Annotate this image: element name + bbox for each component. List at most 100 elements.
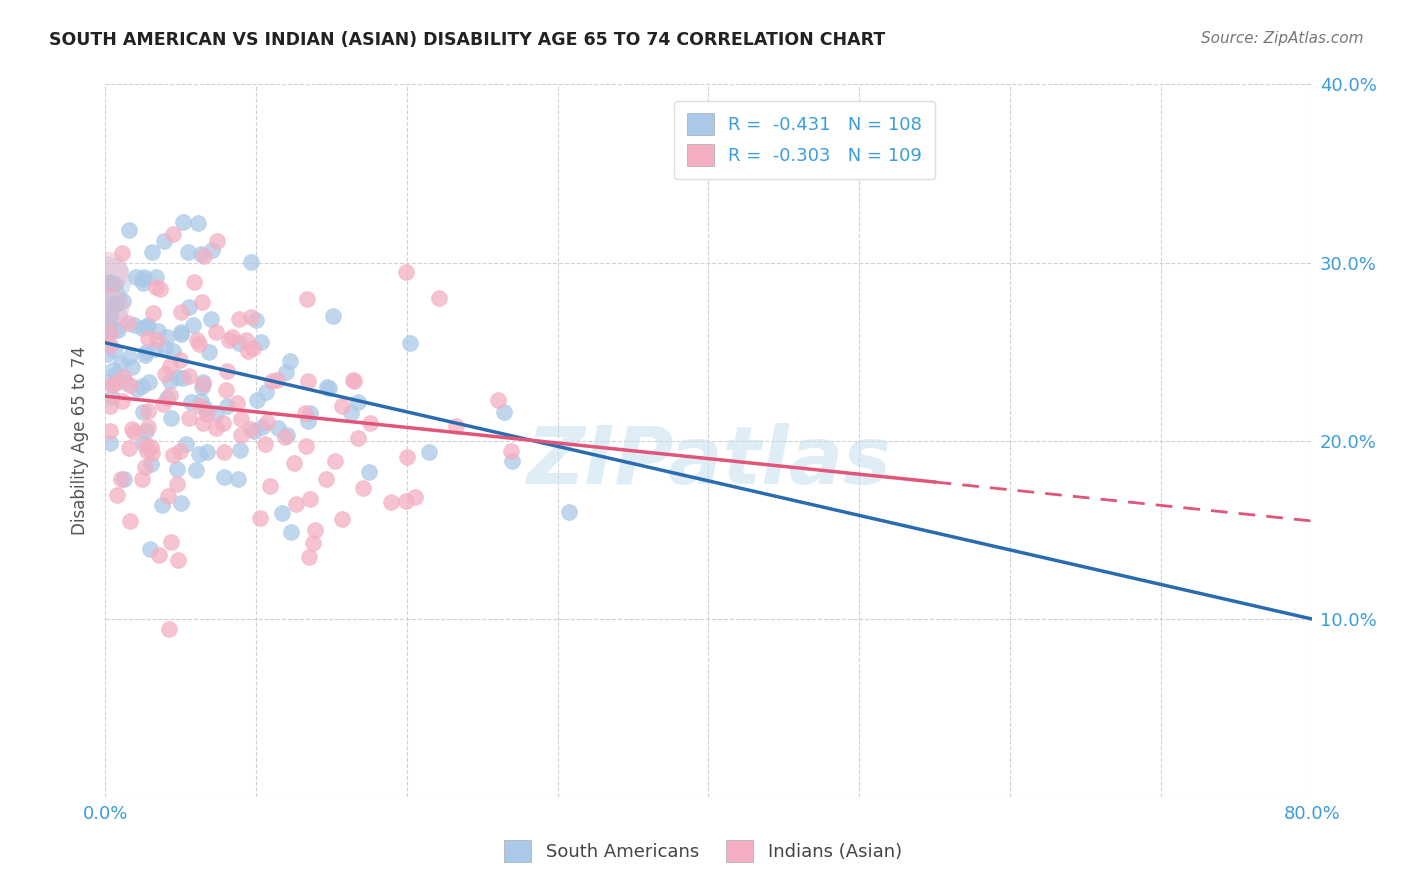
Point (332, 511, 354, 525)
Point (141, 446, 163, 460)
Point (121, 359, 143, 374)
Point (170, 496, 193, 510)
Point (177, 245, 200, 260)
Point (294, 440, 316, 454)
Point (104, 367, 127, 381)
Point (118, 441, 141, 455)
Point (205, 325, 228, 339)
Point (159, 359, 181, 373)
Point (118, 378, 141, 392)
Point (304, 523, 326, 537)
Point (135, 438, 157, 452)
Point (395, 494, 418, 508)
Point (146, 333, 169, 347)
Point (134, 460, 156, 475)
Point (157, 489, 180, 503)
Point (162, 448, 184, 462)
Point (162, 344, 184, 359)
Point (205, 234, 228, 248)
Point (181, 318, 204, 332)
Point (201, 244, 224, 258)
Point (174, 437, 197, 451)
Point (214, 383, 236, 397)
Point (229, 427, 252, 442)
Point (124, 318, 146, 332)
Point (170, 326, 193, 341)
Y-axis label: Disability Age 65 to 74: Disability Age 65 to 74 (72, 346, 89, 535)
Point (146, 324, 169, 338)
Point (298, 491, 321, 506)
Point (195, 445, 218, 459)
Point (132, 269, 155, 284)
Point (97, 300, 120, 314)
Point (162, 227, 184, 241)
Point (104, 297, 127, 311)
Point (98, 312, 121, 326)
Point (136, 318, 159, 333)
Point (149, 282, 172, 296)
Point (357, 465, 380, 479)
Point (96, 273, 118, 287)
Point (315, 472, 337, 486)
Point (98, 324, 121, 338)
Point (342, 373, 364, 387)
Point (193, 417, 215, 431)
Point (218, 333, 240, 347)
Point (486, 393, 509, 408)
Point (298, 549, 321, 564)
Point (229, 411, 252, 425)
Point (111, 369, 134, 384)
Point (101, 390, 124, 404)
Point (427, 292, 450, 306)
Point (180, 395, 202, 409)
Text: SOUTH AMERICAN VS INDIAN (ASIAN) DISABILITY AGE 65 TO 74 CORRELATION CHART: SOUTH AMERICAN VS INDIAN (ASIAN) DISABIL… (49, 31, 886, 49)
Point (188, 399, 211, 413)
Point (205, 406, 228, 420)
Point (186, 463, 208, 477)
Point (160, 535, 183, 549)
Legend: South Americans, Indians (Asian): South Americans, Indians (Asian) (496, 833, 910, 870)
Point (283, 456, 305, 470)
Point (117, 350, 139, 364)
Point (191, 380, 214, 394)
Point (166, 462, 188, 476)
Point (221, 330, 243, 344)
Point (96, 264, 118, 278)
Point (136, 331, 159, 345)
Point (195, 407, 218, 421)
Point (110, 356, 132, 370)
Point (395, 450, 418, 464)
Point (253, 437, 276, 451)
Point (217, 399, 239, 413)
Point (285, 497, 308, 511)
Point (98, 276, 121, 290)
Point (98, 425, 121, 439)
Point (316, 380, 339, 394)
Point (155, 342, 177, 356)
Point (134, 348, 156, 362)
Point (347, 395, 370, 409)
Point (135, 344, 157, 359)
Point (501, 444, 523, 458)
Point (299, 406, 322, 420)
Point (259, 479, 281, 493)
Point (96, 318, 118, 332)
Point (380, 495, 402, 509)
Point (135, 319, 157, 334)
Point (148, 548, 170, 562)
Point (139, 457, 162, 471)
Point (125, 269, 148, 284)
Point (254, 384, 277, 399)
Point (121, 422, 143, 436)
Point (145, 270, 167, 285)
Point (187, 216, 209, 230)
Point (153, 235, 176, 249)
Point (155, 330, 177, 344)
Point (172, 371, 194, 385)
Point (395, 265, 418, 279)
Point (141, 245, 163, 260)
Point (131, 471, 153, 485)
Point (132, 435, 155, 450)
Point (97, 374, 120, 388)
Point (501, 454, 523, 468)
